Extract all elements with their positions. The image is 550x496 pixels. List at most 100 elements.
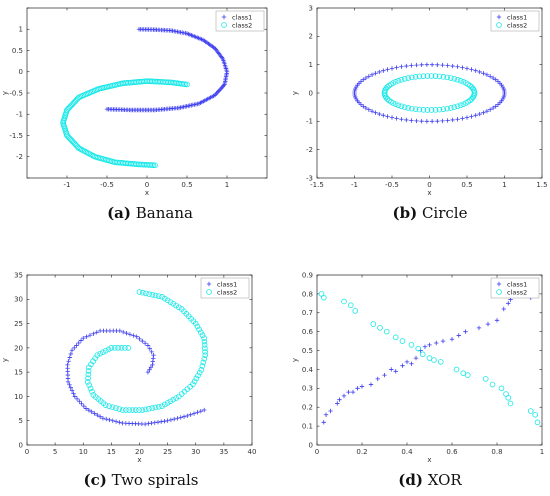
y-tick-label: 5 [19, 417, 23, 425]
x-tick-label: 25 [163, 448, 172, 456]
class2-point [106, 403, 112, 409]
y-tick-label: 10 [14, 393, 23, 401]
class2-point [451, 104, 458, 110]
class2-point [85, 368, 92, 374]
y-tick-label: 2 [309, 33, 313, 41]
class1-point [353, 94, 358, 100]
x-tick-label: 0.5 [181, 181, 192, 189]
y-tick-label: 0 [19, 68, 23, 76]
class2-point [85, 371, 92, 378]
legend-label-class1: class1 [507, 280, 527, 288]
class1-point [501, 86, 506, 92]
class1-point [490, 75, 496, 81]
class2-point [87, 385, 94, 392]
class1-point [147, 367, 152, 372]
class1-point [469, 114, 474, 119]
class2-point [432, 73, 439, 79]
class2-point [102, 347, 109, 354]
x-tick-label: 5 [53, 448, 57, 456]
class2-point [194, 323, 201, 330]
class2-point [164, 297, 171, 304]
class2-point [202, 348, 208, 355]
class1-point [377, 111, 382, 117]
caption-text: Circle [417, 204, 467, 222]
class1-point [409, 361, 414, 366]
class2-point [200, 359, 207, 366]
class1-point [72, 345, 77, 351]
legend-box [490, 277, 540, 299]
class2-point [392, 101, 399, 107]
class2-point [196, 369, 203, 376]
class2-point [139, 407, 146, 413]
class2-point [125, 345, 132, 351]
class1-point [86, 407, 92, 413]
y-tick-label: 0 [309, 89, 313, 97]
class2-point [118, 345, 125, 351]
class1-point [377, 69, 382, 75]
class1-point [363, 105, 369, 111]
class1-point [171, 416, 177, 422]
y-tick-label: -3 [306, 174, 313, 182]
class1-point [181, 414, 187, 419]
class1-point [440, 62, 445, 68]
class2-point [195, 372, 201, 379]
class2-point [444, 105, 450, 112]
class1-point [456, 333, 461, 338]
class1-point [74, 396, 80, 402]
class1-point [373, 110, 378, 115]
class1-point [434, 340, 439, 346]
class1-point [81, 335, 86, 341]
class2-point [136, 289, 143, 295]
class1-point [67, 355, 72, 360]
class2-point [437, 359, 444, 365]
class1-point [464, 115, 470, 120]
class2-point [199, 363, 206, 369]
x-tick-label: 1 [540, 448, 544, 456]
class1-point [368, 382, 374, 387]
y-tick-label: 0.1 [302, 423, 313, 431]
y-tick-label: -2 [306, 146, 313, 154]
class2-point [451, 76, 458, 82]
class2-point [122, 345, 128, 351]
class2-point [431, 357, 437, 363]
class1-point [464, 66, 470, 71]
class1-point [476, 325, 482, 331]
class1-point [145, 369, 151, 375]
class2-point [426, 355, 433, 361]
class1-point [424, 62, 430, 67]
x-axis-label: x [137, 456, 141, 464]
class1-point [145, 343, 151, 348]
class2-point [444, 74, 450, 81]
caption-text: XOR [423, 471, 462, 489]
class1-point [162, 419, 167, 424]
class2-point [420, 73, 427, 79]
class1-point [77, 399, 82, 404]
class2-point [408, 342, 415, 348]
class1-point [341, 393, 347, 399]
y-tick-label: -2 [16, 153, 23, 161]
y-axis-label: y [291, 358, 299, 362]
panel-caption: (c) Two spirals [84, 471, 199, 489]
class2-point [428, 73, 435, 79]
y-tick-label: -0.5 [9, 89, 23, 97]
class1-point [469, 67, 474, 72]
legend-box [490, 10, 540, 32]
class1-point [142, 341, 148, 346]
class2-point [428, 107, 435, 113]
class2-point [167, 398, 174, 405]
class1-point [440, 338, 446, 344]
class2-point [470, 85, 476, 92]
class2-point [102, 402, 109, 408]
x-tick-label: 0 [145, 181, 149, 189]
class1-point [74, 343, 79, 348]
class2-point [424, 73, 431, 79]
class2-point [178, 306, 185, 312]
caption-text: Banana [131, 204, 193, 222]
class1-point [424, 119, 430, 124]
panel-caption: (d) XOR [398, 471, 462, 489]
class1-point [450, 63, 455, 69]
class2-point [386, 82, 392, 89]
class2-point [113, 405, 119, 411]
class1-point [175, 416, 180, 421]
class2-point [471, 91, 478, 98]
